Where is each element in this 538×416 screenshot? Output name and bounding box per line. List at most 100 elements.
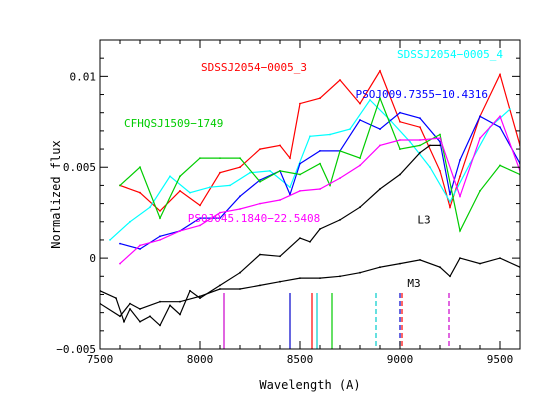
data-point (319, 97, 321, 100)
data-point (259, 284, 261, 287)
data-point (219, 211, 221, 214)
data-point (239, 166, 241, 169)
series-m3 (100, 257, 520, 318)
data-point (359, 119, 361, 121)
data-point (479, 262, 481, 265)
data-point (239, 288, 241, 290)
data-point (339, 79, 341, 81)
x-tick-label: 9000 (387, 353, 414, 366)
y-axis-label: Normalized flux (49, 140, 63, 248)
data-point (319, 277, 321, 279)
series-psoj009-7355-10-4316 (119, 111, 520, 250)
data-point (379, 128, 381, 131)
data-point (139, 248, 141, 250)
series-label-psoj009-7355-10-4316: PSOJ009.7355−10.4316 (356, 88, 488, 101)
series-line-cfhqsj1509-1749 (119, 96, 520, 233)
data-point (169, 175, 171, 178)
data-point (439, 144, 441, 147)
data-point (459, 195, 461, 198)
data-point (259, 202, 261, 205)
data-point (439, 137, 441, 140)
data-point (479, 190, 481, 192)
data-point (369, 99, 371, 101)
data-point (419, 151, 421, 154)
series-label-psoj045-1840-22-5408: PSOJ045.1840−22.5408 (188, 212, 320, 225)
data-point (459, 159, 461, 161)
series-layer (100, 69, 520, 327)
data-point (129, 220, 131, 223)
data-point (139, 166, 141, 169)
data-point (159, 210, 161, 212)
plot-frame (99, 39, 521, 350)
data-point (479, 137, 481, 140)
data-point (399, 139, 401, 141)
data-point (199, 157, 201, 160)
data-point (459, 175, 461, 178)
series-l3 (100, 144, 441, 327)
data-point (399, 111, 401, 114)
data-point (179, 190, 181, 192)
x-tick-label: 7500 (87, 353, 114, 366)
data-point (219, 157, 221, 160)
x-tick-label: 9500 (487, 353, 514, 366)
data-point (219, 217, 221, 220)
data-point (359, 102, 361, 105)
data-point (329, 133, 331, 136)
data-point (359, 206, 361, 209)
data-point (239, 208, 241, 210)
data-point (399, 173, 401, 176)
data-point (399, 120, 401, 123)
series-label-m3: M3 (407, 277, 420, 290)
data-point (439, 170, 441, 172)
data-point (159, 239, 161, 241)
series-label-cfhqsj1509-1749: CFHQSJ1509−1749 (124, 117, 223, 130)
data-point (129, 308, 131, 310)
data-point (289, 186, 291, 189)
data-point (449, 200, 451, 203)
data-point (319, 162, 321, 165)
data-point (199, 297, 201, 299)
data-point (449, 275, 451, 278)
line-marker-layer (223, 293, 450, 349)
data-point (119, 262, 121, 265)
data-point (339, 177, 341, 180)
series-label-l3: L3 (417, 214, 430, 227)
data-point (115, 297, 117, 299)
y-tick-label: 0.005 (63, 161, 96, 174)
data-point (259, 180, 261, 183)
data-point (239, 271, 241, 274)
data-point (379, 266, 381, 269)
data-point (199, 217, 201, 220)
data-point (499, 164, 501, 167)
data-point (419, 144, 421, 147)
data-point (129, 302, 131, 305)
data-point (209, 186, 211, 189)
series-sdssj2054-0005-4 (109, 99, 511, 241)
data-point (399, 262, 401, 265)
data-point (259, 253, 261, 256)
data-point (499, 257, 501, 259)
data-point (469, 162, 471, 165)
data-point (289, 157, 291, 160)
data-point (159, 300, 161, 303)
series-line-m3 (100, 257, 520, 318)
data-point (279, 255, 281, 258)
data-point (429, 166, 431, 169)
data-point (119, 242, 121, 245)
data-point (479, 115, 481, 118)
data-point (239, 157, 241, 160)
data-point (229, 184, 231, 187)
data-point (139, 191, 141, 194)
data-point (319, 228, 321, 230)
data-point (379, 144, 381, 147)
data-point (339, 219, 341, 221)
data-point (299, 173, 301, 176)
data-point (179, 313, 181, 316)
data-point (199, 295, 201, 298)
data-point (499, 115, 501, 118)
data-point (299, 162, 301, 165)
series-label-sdssj2054-0005-3: SDSSJ2054−0005_3 (201, 61, 307, 74)
data-point (119, 315, 121, 318)
data-point (359, 157, 361, 160)
series-label-layer: SDSSJ2054−0005_3 SDSSJ2054−0005_4 PSOJ009.… (124, 48, 503, 290)
